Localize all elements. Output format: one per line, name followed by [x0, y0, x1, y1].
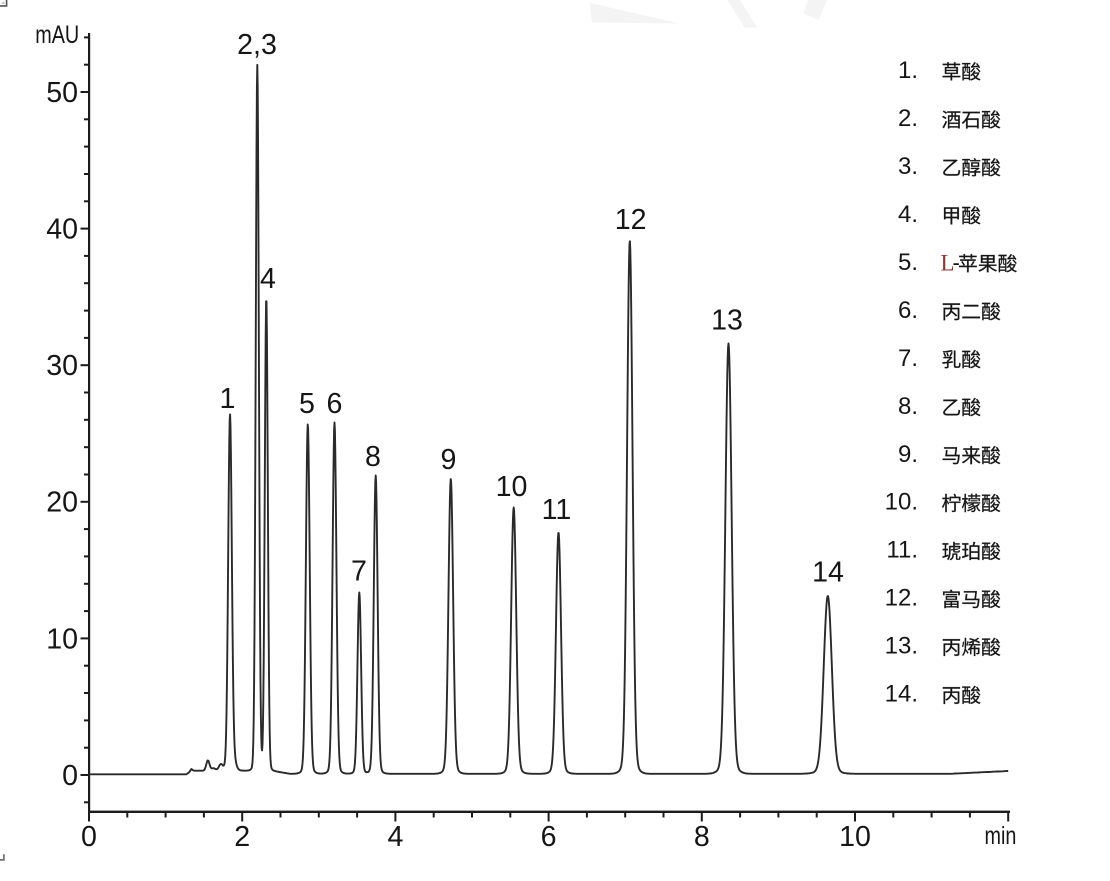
svg-text:2,3: 2,3: [237, 29, 277, 61]
svg-text:8: 8: [365, 441, 381, 473]
svg-text:14.: 14.: [885, 681, 918, 708]
svg-text:11.: 11.: [886, 537, 918, 564]
svg-text:1: 1: [220, 383, 236, 415]
svg-text:9: 9: [441, 444, 457, 476]
svg-text:min: min: [985, 820, 1017, 849]
svg-text:20: 20: [46, 487, 78, 519]
svg-text:4: 4: [387, 821, 403, 853]
svg-text:L: L: [941, 250, 955, 275]
svg-text:12: 12: [615, 204, 647, 236]
svg-text:6: 6: [541, 821, 557, 853]
svg-text:7: 7: [351, 556, 367, 588]
svg-text:5: 5: [299, 388, 315, 420]
svg-text:10: 10: [46, 623, 78, 655]
svg-text:mAU: mAU: [35, 19, 79, 48]
svg-text:50: 50: [46, 77, 78, 109]
svg-text:11: 11: [542, 494, 572, 526]
svg-text:0: 0: [62, 760, 78, 792]
svg-text:0: 0: [81, 821, 97, 853]
svg-text:30: 30: [46, 350, 78, 382]
svg-text:-: -: [953, 250, 960, 275]
svg-text:13.: 13.: [885, 633, 918, 660]
svg-text:4.: 4.: [898, 201, 918, 228]
svg-text:1.: 1.: [898, 57, 918, 84]
svg-text:12.: 12.: [885, 585, 918, 612]
svg-text:10: 10: [839, 821, 871, 853]
svg-text:6: 6: [326, 388, 342, 420]
svg-text:2: 2: [234, 821, 250, 853]
svg-text:6.: 6.: [898, 297, 918, 324]
svg-text:9.: 9.: [898, 441, 918, 468]
svg-text:13: 13: [711, 304, 743, 336]
svg-text:14: 14: [812, 556, 844, 588]
svg-text:5.: 5.: [898, 249, 918, 276]
svg-text:2.: 2.: [898, 105, 918, 132]
svg-text:10.: 10.: [885, 489, 918, 516]
svg-text:3.: 3.: [898, 153, 918, 180]
svg-text:10: 10: [496, 471, 528, 503]
svg-text:40: 40: [46, 214, 78, 246]
svg-text:8: 8: [694, 821, 710, 853]
svg-text:4: 4: [260, 263, 276, 295]
svg-text:7.: 7.: [898, 345, 918, 372]
svg-text:8.: 8.: [898, 393, 918, 420]
